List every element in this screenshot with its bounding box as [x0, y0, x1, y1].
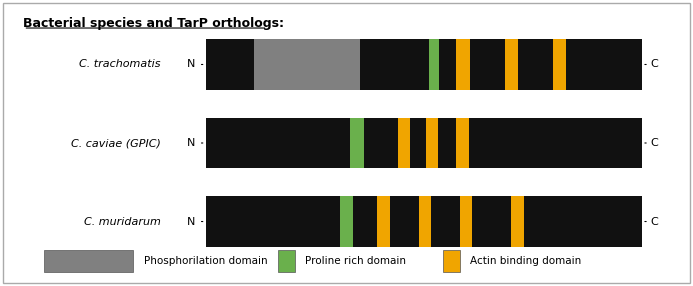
Bar — [431, 196, 460, 247]
Bar — [206, 118, 350, 168]
Bar — [469, 118, 642, 168]
Text: N: N — [187, 138, 195, 148]
Text: Phosphorilation domain: Phosphorilation domain — [143, 256, 267, 266]
Bar — [443, 250, 460, 272]
Text: Bacterial species and TarP orthologs:: Bacterial species and TarP orthologs: — [24, 17, 284, 30]
Bar — [511, 196, 524, 247]
Bar — [206, 39, 254, 90]
Text: C: C — [650, 138, 658, 148]
Bar — [350, 118, 364, 168]
Text: N: N — [187, 59, 195, 69]
Bar — [389, 196, 419, 247]
Text: Proline rich domain: Proline rich domain — [305, 256, 406, 266]
Bar — [473, 196, 511, 247]
Bar — [439, 39, 457, 90]
Bar — [353, 196, 378, 247]
Bar — [254, 39, 360, 90]
Bar — [364, 118, 398, 168]
Bar — [278, 250, 295, 272]
Bar — [419, 196, 431, 247]
Text: C: C — [650, 217, 658, 227]
Bar — [460, 196, 473, 247]
Bar — [429, 39, 439, 90]
Bar — [457, 118, 469, 168]
Bar — [206, 196, 340, 247]
Text: Actin binding domain: Actin binding domain — [471, 256, 581, 266]
Bar — [524, 196, 642, 247]
Bar — [360, 39, 429, 90]
Bar — [505, 39, 518, 90]
Bar — [340, 196, 353, 247]
Bar — [553, 39, 566, 90]
Text: C. muridarum: C. muridarum — [84, 217, 161, 227]
Text: C. caviae (GPIC): C. caviae (GPIC) — [71, 138, 161, 148]
Bar — [378, 196, 389, 247]
Bar — [457, 39, 471, 90]
Text: N: N — [187, 217, 195, 227]
Bar — [426, 118, 438, 168]
Bar — [44, 250, 133, 272]
Bar — [410, 118, 426, 168]
Bar — [438, 118, 457, 168]
Bar — [398, 118, 410, 168]
Bar — [566, 39, 642, 90]
Text: C: C — [650, 59, 658, 69]
Bar — [471, 39, 505, 90]
Bar — [518, 39, 553, 90]
Text: C. trachomatis: C. trachomatis — [80, 59, 161, 69]
